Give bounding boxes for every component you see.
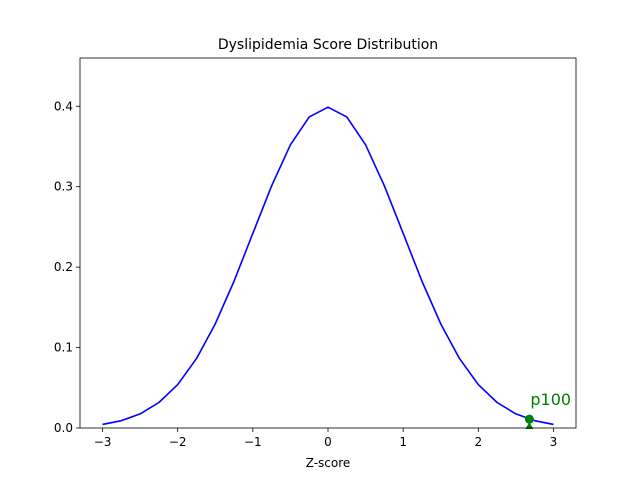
marker-triangle	[525, 422, 534, 429]
y-tick-label: 0.0	[54, 421, 73, 435]
x-tick-label: 0	[324, 435, 332, 449]
x-axis-label: Z-score	[306, 456, 351, 470]
series-line-0	[102, 106, 554, 426]
x-tick-label: −3	[94, 435, 112, 449]
y-tick-label: 0.4	[54, 99, 73, 113]
marker-label: p100	[530, 390, 571, 409]
plot-layer: p100	[102, 106, 571, 429]
y-tick-label: 0.2	[54, 260, 73, 274]
y-tick-label: 0.3	[54, 180, 73, 194]
marker-point	[524, 414, 534, 424]
y-tick-label: 0.1	[54, 341, 73, 355]
x-tick-label: −1	[244, 435, 262, 449]
x-tick-label: −2	[169, 435, 187, 449]
x-tick-label: 2	[474, 435, 482, 449]
x-tick-label: 1	[399, 435, 407, 449]
y-axis-ticks: 0.0 0.1 0.2 0.3 0.4	[54, 99, 80, 435]
x-tick-label: 3	[550, 435, 558, 449]
chart-title: Dyslipidemia Score Distribution	[218, 37, 438, 53]
x-axis-ticks: −3 −2 −1 0 1 2 3	[94, 428, 558, 449]
